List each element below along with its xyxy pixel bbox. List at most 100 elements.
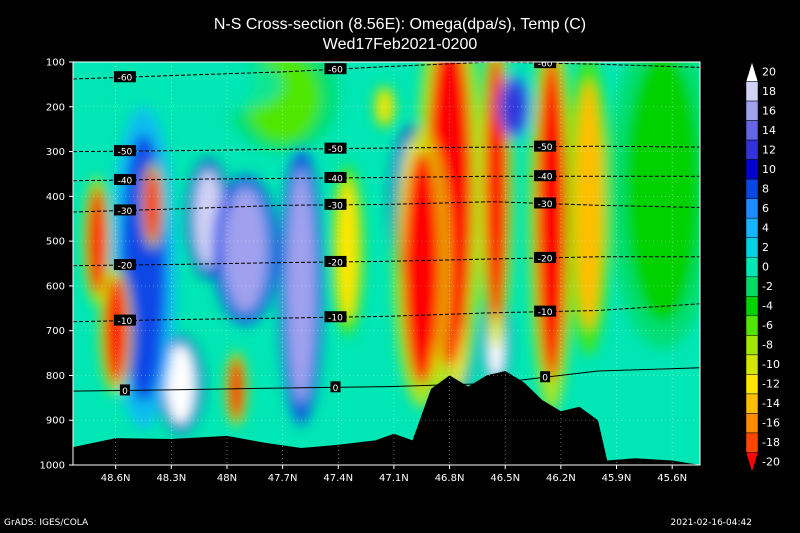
colorbar-swatch [745,393,759,414]
x-tick-label: 47.4N [323,473,353,484]
isotherm-label: -40 [118,176,133,186]
isotherm-label: -40 [538,173,553,183]
isotherm-label: -10 [538,308,553,318]
isotherm-line [73,303,700,323]
y-tick-label: 700 [46,326,65,337]
y-tick-label: 400 [46,192,65,203]
isotherm-label-bg [534,305,557,317]
colorbar-swatch [745,432,759,453]
isotherm-label-bg [324,198,347,210]
isotherm-label-bg [324,311,347,323]
isotherm-label-bg [113,173,136,185]
colorbar-swatch [745,217,759,238]
isotherm-line [73,175,700,182]
colorbar-label: 14 [762,124,776,137]
y-tick-label: 1000 [40,461,65,472]
isotherm-label: -20 [118,262,133,272]
colorbar-label: 20 [762,65,776,78]
colorbar-label: -20 [762,456,780,469]
isotherm-line [73,145,700,153]
isotherm-label: -40 [328,174,343,184]
omega-field [73,62,700,465]
isotherm-label: -10 [328,314,343,324]
y-tick-label: 600 [46,281,65,292]
isotherm-label-bg [113,204,136,216]
isotherm-label: -10 [118,317,133,327]
isotherm-label: -30 [328,201,343,211]
colorbar-label: 8 [762,182,769,195]
colorbar-label: -14 [762,397,780,410]
isotherm-label-bg [324,63,347,75]
colorbar-swatch [745,256,759,278]
isotherm-line [73,201,700,213]
omega-cell [625,62,700,322]
colorbar-label: -10 [762,358,780,371]
omega-cell [165,344,196,425]
isotherm-label: -30 [118,207,133,217]
isotherm-label-bg [534,170,557,182]
colorbar: 20181614121086420-2-4-6-8-10-12-14-16-18… [745,61,780,473]
axes: 48.6N 48.3N 48N 47.7N 47.4N 47.1N 46.8N 46.5N 46… [40,58,688,485]
isotherm-label: -60 [328,66,343,76]
x-tick-label: 47.7N [268,473,298,484]
x-tick-label: 48N [217,473,237,484]
isotherm-label: -30 [538,200,553,210]
isotherm-label: 0 [122,387,128,397]
colorbar-label: -4 [762,300,773,313]
colorbar-label: 0 [762,261,769,274]
y-tick-label: 100 [46,58,65,69]
isotherm-line [73,256,700,267]
y-tick-label: 500 [46,237,65,248]
isotherm-label-bg [119,384,130,396]
colorbar-swatch [745,335,759,356]
omega-cell [377,88,393,125]
omega-cell [143,62,255,112]
colorbar-swatch [745,315,759,336]
omega-cell [573,79,604,331]
colorbar-swatch [745,120,759,141]
isotherm-label-bg [324,171,347,183]
colorbar-label: -18 [762,436,780,449]
chart-title: N-S Cross-section (8.56E): Omega(dpa/s),… [213,16,587,33]
colorbar-swatch [745,237,759,258]
colorbar-label: -16 [762,417,780,430]
colorbar-label: 18 [762,85,776,98]
isotherm-label-bg [540,371,551,383]
x-tick-label: 46.8N [435,473,465,484]
colorbar-label: -8 [762,339,773,352]
isotherm-label-bg [113,145,136,157]
colorbar-label: 12 [762,143,776,156]
colorbar-swatch [745,276,759,297]
isotherm-label: -60 [538,60,553,70]
x-tick-label: 45.9N [602,473,632,484]
colorbar-swatch [745,413,759,434]
footer-timestamp: 2021-02-16-04:42 [670,518,753,528]
colorbar-label: 2 [762,241,769,254]
colorbar-swatch [745,178,759,199]
isotherm-label-bg [534,62,557,69]
isotherm-label: -50 [328,145,343,155]
isotherm-label-bg [113,314,136,326]
isotherm-line [73,62,700,80]
isotherm-label: -20 [538,254,553,264]
colorbar-label: -12 [762,378,780,391]
y-tick-label: 900 [46,416,65,427]
colorbar-swatch [745,139,759,160]
isotherm-label: 0 [333,384,339,394]
colorbar-label: 6 [762,202,769,215]
colorbar-label: -2 [762,280,773,293]
x-tick-label: 45.6N [657,473,687,484]
footer-credit: GrADS: IGES/COLA [4,518,89,528]
colorbar-label: -6 [762,319,773,332]
omega-cell [223,187,268,313]
isotherm-label-bg [324,142,347,154]
x-tick-label: 48.6N [101,473,131,484]
colorbar-swatch [745,159,759,180]
temperature-contours: -60 -60 -60 -50 -50 -50 -40 -40 -40 -30 -30 -30 -20 -… [73,60,700,397]
omega-cell [503,79,526,134]
isotherm-label-bg [113,71,136,83]
isotherm-label-bg [330,381,341,393]
colorbar-label: 4 [762,221,769,234]
omega-cell [536,62,567,380]
